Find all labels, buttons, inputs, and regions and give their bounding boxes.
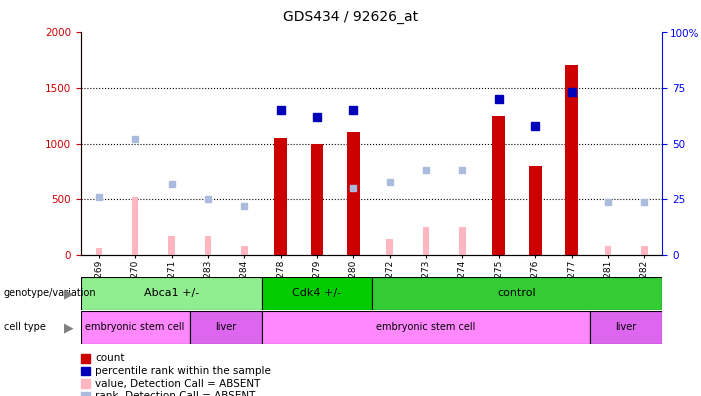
Text: cell type: cell type [4, 322, 46, 333]
Text: liver: liver [215, 322, 237, 333]
Bar [311, 143, 323, 255]
Bar [262, 311, 590, 344]
Bar [81, 277, 262, 310]
Text: value, Detection Call = ABSENT: value, Detection Call = ABSENT [95, 379, 261, 389]
Text: ▶: ▶ [64, 287, 74, 300]
Text: genotype/variation: genotype/variation [4, 288, 96, 299]
Bar [168, 236, 175, 255]
Text: rank, Detection Call = ABSENT: rank, Detection Call = ABSENT [95, 391, 256, 396]
Bar [386, 239, 393, 255]
Text: embryonic stem cell: embryonic stem cell [376, 322, 476, 333]
Text: Abca1 +/-: Abca1 +/- [144, 288, 199, 299]
Bar [262, 277, 372, 310]
Bar [205, 236, 211, 255]
Text: Cdk4 +/-: Cdk4 +/- [292, 288, 341, 299]
Bar [347, 132, 360, 255]
Bar [274, 138, 287, 255]
Text: count: count [95, 353, 125, 364]
Bar [423, 227, 429, 255]
Bar [529, 166, 542, 255]
Text: 100%: 100% [669, 29, 699, 39]
Bar [241, 246, 247, 255]
Bar [132, 197, 138, 255]
Text: control: control [498, 288, 536, 299]
Text: percentile rank within the sample: percentile rank within the sample [95, 366, 271, 376]
Text: embryonic stem cell: embryonic stem cell [86, 322, 185, 333]
Bar [81, 311, 190, 344]
Bar [590, 311, 662, 344]
Text: liver: liver [615, 322, 637, 333]
Bar [641, 246, 648, 255]
Bar [350, 242, 357, 255]
Bar [95, 248, 102, 255]
Text: GDS434 / 92626_at: GDS434 / 92626_at [283, 10, 418, 24]
Bar [372, 277, 662, 310]
Bar [459, 227, 465, 255]
Bar [605, 246, 611, 255]
Bar [190, 311, 262, 344]
Bar [492, 116, 505, 255]
Bar [565, 65, 578, 255]
Text: ▶: ▶ [64, 321, 74, 334]
